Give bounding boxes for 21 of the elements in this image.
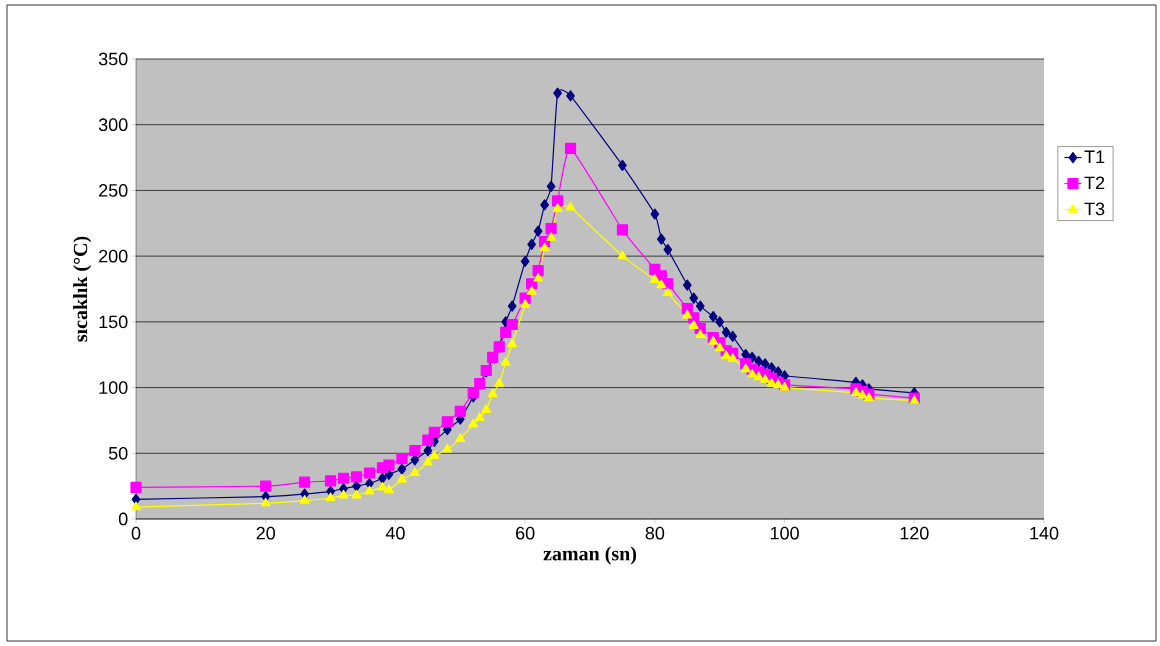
legend-label: T1 (1084, 150, 1105, 163)
x-tick-label: 140 (1030, 526, 1059, 540)
y-tick-label: 200 (99, 249, 128, 263)
x-tick-label: 60 (516, 526, 535, 540)
x-tick-label: 80 (645, 526, 665, 540)
legend-label: T2 (1084, 176, 1105, 190)
y-tick-label: 0 (118, 512, 128, 526)
x-tick-label: 120 (900, 526, 929, 540)
legend-label: T3 (1084, 202, 1105, 216)
x-axis-title: zaman (sn) (543, 546, 637, 565)
y-tick-label: 300 (98, 118, 128, 132)
y-axis-title: sıcaklık (°C) (73, 236, 92, 342)
y-tick-label: 150 (99, 315, 128, 329)
y-tick-label: 50 (108, 446, 128, 460)
x-tick-label: 100 (770, 526, 799, 540)
y-tick-label: 350 (98, 52, 128, 66)
y-tick-label: 250 (99, 184, 128, 197)
x-tick-label: 0 (131, 526, 141, 540)
x-tick-label: 40 (385, 526, 405, 540)
x-tick-label: 20 (256, 526, 276, 540)
y-tick-label: 100 (99, 381, 128, 394)
